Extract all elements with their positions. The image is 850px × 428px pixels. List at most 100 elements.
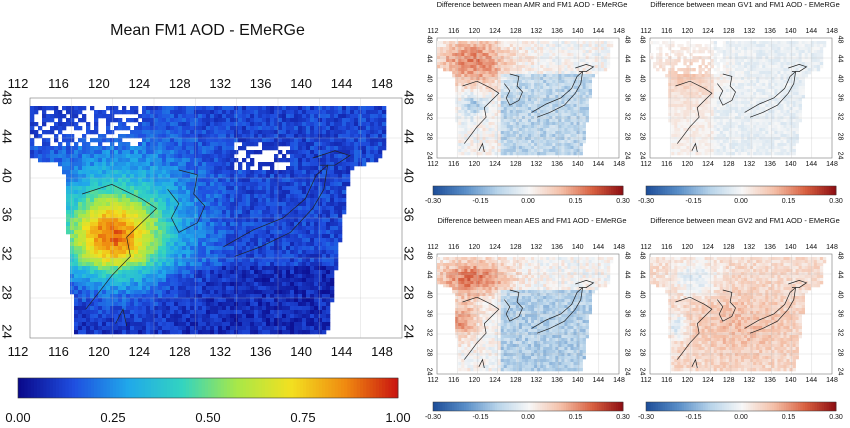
- difference-panel: Difference between mean GV1 and FM1 AOD …: [638, 0, 850, 212]
- lat-tick-label: 44: [401, 129, 417, 144]
- lat-tick-label: 24: [836, 151, 844, 160]
- lon-tick-label: 112: [640, 244, 652, 251]
- lon-tick-label: 112: [640, 28, 652, 35]
- difference-colorbar: [645, 401, 837, 412]
- lon-tick-label: 132: [530, 244, 543, 251]
- lon-tick-label: 144: [592, 161, 605, 168]
- lon-tick-label: 116: [448, 244, 460, 251]
- lon-tick-label: 132: [209, 76, 232, 91]
- lon-tick-label: 128: [509, 244, 522, 251]
- lat-tick-label: 24: [0, 324, 15, 339]
- lat-tick-label: 32: [425, 112, 433, 121]
- lon-tick-label: 144: [805, 28, 818, 35]
- lat-tick-label: 36: [401, 207, 417, 222]
- lat-tick-label: 24: [623, 367, 631, 376]
- lat-tick-label: 48: [836, 251, 844, 260]
- lon-tick-label: 128: [509, 28, 522, 35]
- lat-tick-label: 44: [623, 54, 631, 63]
- lon-tick-label: 112: [427, 161, 439, 168]
- lat-tick-label: 44: [425, 270, 433, 279]
- lat-tick-label: 32: [623, 112, 631, 121]
- colorbar-tick-label: 0.30: [616, 198, 630, 205]
- lon-tick-label: 144: [592, 28, 605, 35]
- lon-tick-label: 112: [427, 244, 439, 251]
- lon-tick-label: 120: [468, 161, 481, 168]
- lat-tick-label: 36: [0, 207, 15, 222]
- lon-tick-label: 124: [489, 377, 501, 384]
- lat-tick-label: 28: [836, 348, 844, 357]
- lat-tick-label: 44: [623, 270, 631, 279]
- lon-tick-label: 120: [468, 377, 481, 384]
- lat-tick-label: 44: [638, 270, 646, 279]
- difference-panel: Difference between mean AES and FM1 AOD …: [425, 216, 637, 428]
- lon-tick-label: 136: [551, 244, 563, 251]
- lon-tick-label: 132: [743, 161, 756, 168]
- lat-tick-label: 40: [425, 74, 433, 83]
- colorbar-tick-label: -0.15: [685, 414, 702, 421]
- lat-tick-label: 48: [836, 35, 844, 44]
- lat-tick-label: 32: [425, 328, 433, 337]
- main-title: Mean FM1 AOD - EMeRGe: [110, 22, 305, 39]
- colorbar-tick-label: 0.00: [5, 410, 31, 425]
- difference-map: [436, 253, 620, 375]
- lon-tick-label: 128: [168, 344, 191, 359]
- lon-tick-label: 132: [743, 28, 756, 35]
- lat-tick-label: 36: [638, 309, 646, 318]
- lat-tick-label: 32: [401, 246, 417, 261]
- lat-tick-label: 28: [836, 132, 844, 141]
- lon-tick-label: 124: [702, 161, 714, 168]
- colorbar-tick-label: 0.30: [829, 198, 843, 205]
- lat-tick-label: 24: [425, 367, 433, 376]
- lat-tick-label: 24: [638, 151, 646, 160]
- difference-panel-title: Difference between mean AES and FM1 AOD …: [437, 216, 627, 225]
- lon-tick-label: 132: [530, 377, 543, 384]
- lon-tick-label: 148: [371, 344, 393, 359]
- lat-tick-label: 28: [638, 132, 646, 141]
- lon-tick-label: 148: [613, 244, 625, 251]
- colorbar-tick-label: 0.00: [734, 198, 748, 205]
- lon-tick-label: 144: [805, 161, 818, 168]
- difference-colorbar: [432, 401, 624, 412]
- lon-tick-label: 124: [489, 161, 501, 168]
- lon-tick-label: 128: [509, 161, 522, 168]
- lon-tick-label: 144: [592, 244, 605, 251]
- lon-tick-label: 148: [613, 28, 625, 35]
- lon-tick-label: 140: [290, 344, 312, 359]
- lon-tick-label: 120: [88, 76, 110, 91]
- lat-tick-label: 36: [425, 309, 433, 318]
- lon-tick-label: 148: [826, 161, 838, 168]
- lon-tick-label: 116: [48, 344, 69, 359]
- lat-tick-label: 48: [638, 35, 646, 44]
- lat-tick-label: 48: [623, 35, 631, 44]
- lat-tick-label: 36: [836, 309, 844, 318]
- lon-tick-label: 148: [371, 76, 393, 91]
- lon-tick-label: 140: [571, 28, 584, 35]
- lon-tick-label: 140: [784, 377, 797, 384]
- lon-tick-label: 140: [571, 377, 584, 384]
- lon-tick-label: 124: [702, 28, 714, 35]
- lat-tick-label: 24: [836, 367, 844, 376]
- lat-tick-label: 36: [836, 93, 844, 102]
- difference-colorbar: [645, 185, 837, 196]
- lon-tick-label: 136: [249, 76, 272, 91]
- lat-tick-label: 40: [836, 74, 844, 83]
- lat-tick-label: 40: [0, 168, 15, 183]
- colorbar-tick-label: -0.15: [472, 414, 489, 421]
- lon-tick-label: 124: [702, 244, 714, 251]
- difference-panel: Difference between mean AMR and FM1 AOD …: [425, 0, 637, 212]
- lat-tick-label: 28: [623, 348, 631, 357]
- colorbar-tick-label: 0.50: [195, 410, 221, 425]
- lon-tick-label: 120: [681, 377, 694, 384]
- lat-tick-label: 44: [836, 270, 844, 279]
- lon-tick-label: 140: [784, 244, 797, 251]
- colorbar-tick-label: 0.00: [734, 414, 748, 421]
- lon-tick-label: 112: [427, 28, 439, 35]
- difference-panel-title: Difference between mean AMR and FM1 AOD …: [436, 0, 628, 9]
- lon-tick-label: 136: [764, 161, 776, 168]
- lon-tick-label: 148: [613, 377, 625, 384]
- lon-tick-label: 140: [571, 161, 584, 168]
- lat-tick-label: 32: [836, 328, 844, 337]
- lon-tick-label: 136: [764, 28, 776, 35]
- main-aod-map: [29, 97, 403, 339]
- lon-tick-label: 128: [168, 76, 191, 91]
